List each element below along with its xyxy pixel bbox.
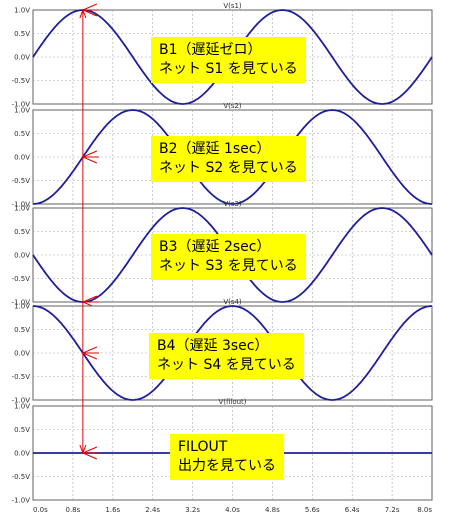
panel-4-y-tick-label: -1.0V <box>12 397 31 405</box>
panel-4-y-tick-label: 1.0V <box>14 303 30 311</box>
panel-3-note: B3（遅延 2sec） ネット S3 を見ている <box>151 234 306 280</box>
panel-3-y-tick-label: -1.0V <box>12 299 31 307</box>
panel-1-note-line2: ネット S1 を見ている <box>159 61 298 77</box>
x-tick-label: 3.2s <box>185 506 200 514</box>
panel-5-note-line1: FILOUT <box>178 439 228 455</box>
panel-2-y-tick-label: 0.0V <box>14 154 30 162</box>
panel-3-note-line2: ネット S3 を見ている <box>159 258 298 274</box>
panel-5-y-tick-label: 0.0V <box>14 450 30 458</box>
panel-5-y-tick-label: -0.5V <box>12 473 31 481</box>
panel-2-note-line1: B2（遅延 1sec） <box>159 141 271 157</box>
panel-2-y-tick-label: 1.0V <box>14 107 30 115</box>
series-V(s2) <box>32 109 433 205</box>
panel-5-y-tick-label: 1.0V <box>14 403 30 411</box>
panel-3-y-tick-label: 1.0V <box>14 205 30 213</box>
panel-5-y-tick-label: -1.0V <box>12 497 31 505</box>
cursor-line <box>79 8 87 455</box>
cursor-line-bottom-arrowhead <box>79 444 87 455</box>
panel-4-y-tick-label: -0.5V <box>12 373 31 381</box>
panel-2-title: V(s2) <box>223 102 242 110</box>
panel-1-y-tick-label: 0.0V <box>14 54 30 62</box>
panel-2-note-line2: ネット S2 を見ている <box>159 160 298 176</box>
cursor-line-top-arrowhead <box>79 8 87 19</box>
x-tick-label: 1.6s <box>105 506 120 514</box>
x-tick-label: 0.8s <box>66 506 81 514</box>
panel-4-title: V(s4) <box>223 298 242 306</box>
panel-4-note: B4（遅延 3sec） ネット S4 を見ている <box>149 333 304 379</box>
panel-1-note: B1（遅延ゼロ） ネット S1 を見ている <box>151 37 306 83</box>
x-tick-label: 0.0s <box>33 506 48 514</box>
series-V(s4) <box>32 305 433 401</box>
panel-3-y-tick-label: 0.5V <box>14 228 30 236</box>
panel-3-y-tick-label: 0.0V <box>14 252 30 260</box>
panel-4-y-tick-label: 0.0V <box>14 350 30 358</box>
panel-1-note-line1: B1（遅延ゼロ） <box>159 42 262 58</box>
panel-1: 1.0V 0.5V 0.0V -0.5V -1.0V V(s1) <box>12 2 433 109</box>
panel-4-note-line1: B4（遅延 3sec） <box>157 338 269 354</box>
panel-2-y-tick-label: 0.5V <box>14 130 30 138</box>
panel-2-y-tick-label: -1.0V <box>12 201 31 209</box>
panel-4-y-tick-label: 0.5V <box>14 326 30 334</box>
panel-3-y-tick-label: -0.5V <box>12 275 31 283</box>
panel-2-y-tick-label: -0.5V <box>12 177 31 185</box>
x-tick-label: 8.0s <box>417 506 432 514</box>
panel-1-y-tick-label: -1.0V <box>12 101 31 109</box>
x-tick-label: 2.4s <box>145 506 160 514</box>
panel-1-y-tick-label: -0.5V <box>12 77 31 85</box>
panel-1-y-tick-label: 1.0V <box>14 7 30 15</box>
x-tick-label: 4.8s <box>265 506 280 514</box>
panel-3: 1.0V 0.5V 0.0V -0.5V -1.0V V(s3) <box>12 200 433 309</box>
x-tick-label: 5.6s <box>305 506 320 514</box>
panel-5-note: FILOUT 出力を見ている <box>170 434 284 480</box>
panel-5-title: V(filout) <box>218 398 246 406</box>
panel-3-note-line1: B3（遅延 2sec） <box>159 239 271 255</box>
panel-1-title: V(s1) <box>223 2 242 10</box>
panel-2-note: B2（遅延 1sec） ネット S2 を見ている <box>151 136 306 182</box>
x-tick-label: 4.0s <box>225 506 240 514</box>
panel-5-y-tick-label: 0.5V <box>14 426 30 434</box>
panel-4-note-line2: ネット S4 を見ている <box>157 357 296 373</box>
panel-3-title: V(s3) <box>223 200 242 208</box>
x-tick-label: 6.4s <box>345 506 360 514</box>
x-tick-label: 7.2s <box>385 506 400 514</box>
panel-1-y-tick-label: 0.5V <box>14 30 30 38</box>
panel-5-note-line2: 出力を見ている <box>178 458 276 474</box>
